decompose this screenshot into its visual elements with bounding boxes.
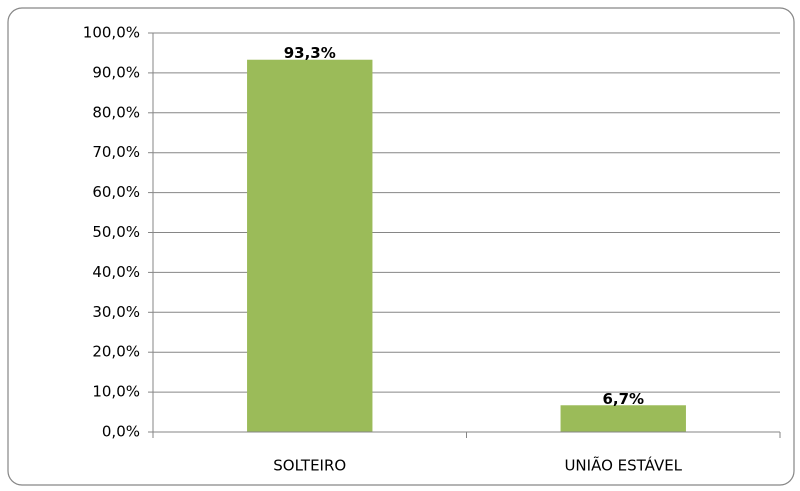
- y-tick-label: 20,0%: [92, 343, 140, 361]
- y-tick-label: 10,0%: [92, 383, 140, 401]
- y-tick-label: 80,0%: [92, 103, 140, 121]
- data-label: 93,3%: [284, 44, 336, 62]
- y-tick-label: 0,0%: [102, 423, 140, 441]
- bar: [247, 59, 373, 432]
- data-label: 6,7%: [602, 390, 644, 408]
- y-tick-label: 60,0%: [92, 183, 140, 201]
- y-tick-label: 40,0%: [92, 263, 140, 281]
- bar: [560, 405, 686, 432]
- x-tick-label: SOLTEIRO: [273, 457, 346, 475]
- y-tick-label: 50,0%: [92, 223, 140, 241]
- y-tick-label: 30,0%: [92, 303, 140, 321]
- y-tick-label: 100,0%: [83, 24, 140, 42]
- x-tick-label: UNIÃO ESTÁVEL: [564, 456, 682, 475]
- chart-frame: [7, 7, 795, 486]
- y-tick-label: 90,0%: [92, 63, 140, 81]
- y-tick-label: 70,0%: [92, 143, 140, 161]
